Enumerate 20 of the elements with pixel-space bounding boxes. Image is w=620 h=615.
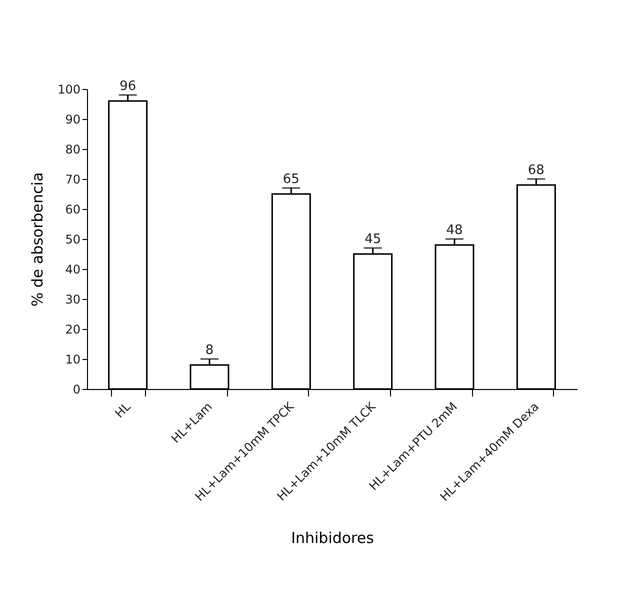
data-label: 65 [282, 172, 300, 187]
data-label: 68 [528, 163, 544, 178]
y-tick-label: 0 [72, 382, 80, 396]
y-tick-label: 50 [65, 232, 80, 246]
y-tick-label: 30 [65, 292, 80, 306]
y-axis-title: % de absorbencia [28, 172, 47, 307]
y-tick-label: 20 [65, 322, 80, 336]
y-tick-label: 60 [65, 202, 80, 216]
y-tick-label: 10 [65, 352, 80, 366]
data-label: 45 [364, 232, 382, 247]
data-label: 8 [205, 343, 214, 358]
y-tick-label: 40 [65, 262, 80, 276]
y-tick-label: 80 [65, 142, 80, 156]
x-axis-title: Inhibidores [291, 529, 374, 548]
y-tick-label: 90 [65, 112, 80, 126]
data-label: 96 [120, 79, 136, 94]
y-tick-label: 100 [58, 82, 80, 96]
x-tick-label: HL [112, 399, 134, 421]
data-label: 48 [446, 223, 463, 238]
y-tick-label: 70 [65, 172, 80, 186]
